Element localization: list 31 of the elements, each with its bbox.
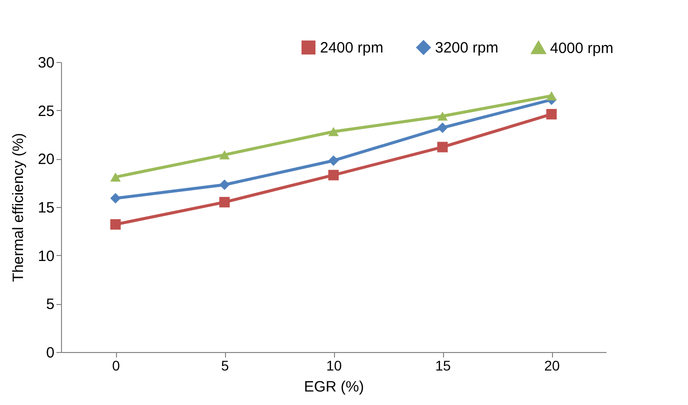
legend-label: 2400 rpm	[320, 40, 384, 57]
point	[110, 219, 121, 230]
y-axis-title: Thermal efficiency (%)	[10, 133, 27, 282]
y-tick-label: 5	[46, 296, 54, 314]
x-tick-label: 20	[544, 358, 560, 374]
y-tick-label: 30	[38, 54, 54, 72]
y-tick-label: 20	[38, 151, 54, 168]
x-tick-label: 10	[326, 358, 342, 374]
legend-label: 4000 rpm	[550, 40, 614, 57]
point	[110, 193, 121, 204]
point	[546, 108, 557, 120]
point	[437, 142, 448, 152]
point	[328, 170, 339, 180]
point	[546, 91, 557, 100]
x-tick-label: 15	[435, 358, 451, 374]
point	[219, 196, 230, 208]
legend-label: 3200 rpm	[435, 40, 498, 57]
point	[328, 127, 339, 136]
point	[437, 112, 448, 121]
x-tick-label: 0	[112, 358, 120, 374]
y-tick-label: 10	[38, 248, 54, 265]
point	[219, 180, 230, 190]
x-tick-label: 5	[221, 358, 230, 374]
point	[328, 155, 339, 166]
y-tick-label: 25	[38, 102, 54, 120]
y-tick-label: 15	[38, 200, 54, 216]
point	[437, 122, 448, 133]
y-tick-label: 0	[46, 344, 54, 362]
point	[110, 172, 121, 182]
point	[219, 150, 230, 160]
x-axis-title: EGR (%)	[304, 378, 364, 396]
